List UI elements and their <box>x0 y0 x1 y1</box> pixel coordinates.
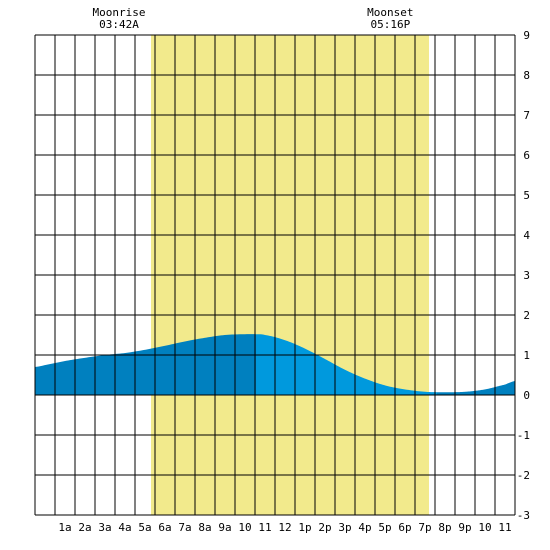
moonset-label: Moonset <box>367 6 413 19</box>
y-tick-label: 1 <box>523 349 530 362</box>
moon-annotations: Moonrise 03:42A Moonset 05:16P <box>93 6 414 31</box>
x-tick-label: 7a <box>178 521 191 534</box>
x-tick-label: 9p <box>458 521 471 534</box>
x-tick-label: 10 <box>238 521 251 534</box>
x-tick-label: 6a <box>158 521 171 534</box>
x-axis-labels: 1a 2a 3a 4a 5a 6a 7a 8a 9a 10 11 12 1p 2p 3p 4p 5p 6p 7p 8p… <box>58 521 511 534</box>
y-tick-label: 0 <box>523 389 530 402</box>
x-tick-label: 1p <box>298 521 311 534</box>
moonset-time: 05:16P <box>370 18 410 31</box>
tide-area-rising <box>35 334 256 395</box>
moonrise-label: Moonrise <box>93 6 146 19</box>
tide-area-falling <box>256 334 437 395</box>
x-tick-label: 8a <box>198 521 211 534</box>
x-tick-label: 8p <box>438 521 451 534</box>
x-tick-label: 5p <box>378 521 391 534</box>
x-tick-label: 11 <box>258 521 271 534</box>
x-tick-label: 12 <box>278 521 291 534</box>
x-tick-label: 1a <box>58 521 71 534</box>
x-tick-label: 10 <box>478 521 491 534</box>
moonrise-time: 03:42A <box>99 18 139 31</box>
y-tick-label: 4 <box>523 229 530 242</box>
chart-grid <box>34 34 516 516</box>
x-tick-label: 2a <box>78 521 91 534</box>
x-tick-label: 2p <box>318 521 331 534</box>
y-tick-label: 2 <box>523 309 530 322</box>
y-tick-label: 7 <box>523 109 530 122</box>
y-tick-label: -2 <box>517 469 530 482</box>
y-tick-label: -1 <box>517 429 530 442</box>
x-tick-label: 4p <box>358 521 371 534</box>
y-tick-label: -3 <box>517 509 530 522</box>
x-tick-label: 9a <box>218 521 231 534</box>
x-tick-label: 11 <box>498 521 511 534</box>
y-tick-label: 8 <box>523 69 530 82</box>
x-tick-label: 7p <box>418 521 431 534</box>
x-tick-label: 3p <box>338 521 351 534</box>
x-tick-label: 6p <box>398 521 411 534</box>
y-tick-label: 3 <box>523 269 530 282</box>
y-tick-label: 9 <box>523 29 530 42</box>
x-tick-label: 4a <box>118 521 131 534</box>
x-tick-label: 3a <box>98 521 111 534</box>
y-axis-labels: 9 8 7 6 5 4 3 2 1 0 -1 -2 -3 <box>517 29 531 522</box>
y-tick-label: 6 <box>523 149 530 162</box>
x-tick-label: 5a <box>138 521 151 534</box>
y-tick-label: 5 <box>523 189 530 202</box>
